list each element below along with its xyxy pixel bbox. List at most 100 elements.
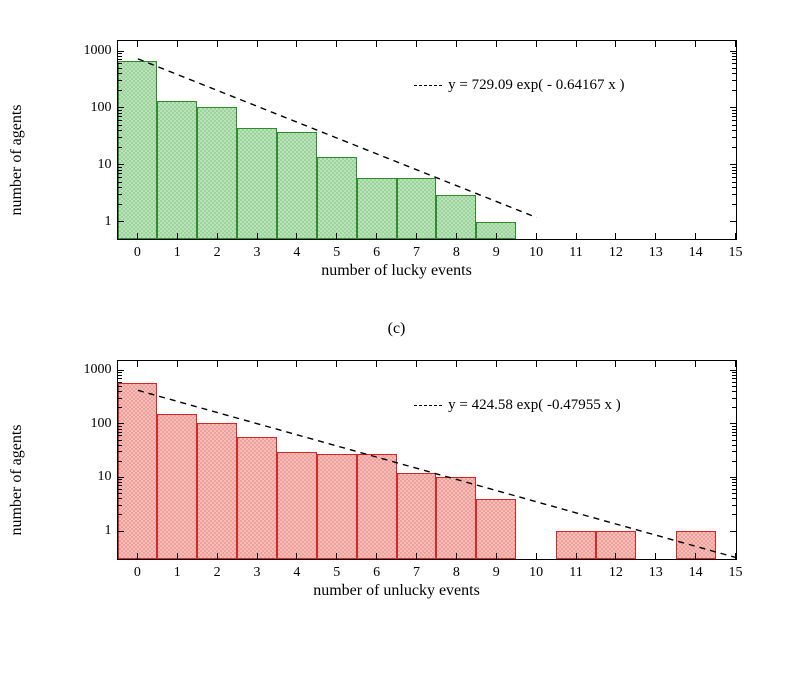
subfigure-caption: (c)	[20, 320, 773, 338]
y-axis-label: number of agents	[8, 424, 26, 535]
y-minor-tick	[732, 120, 736, 121]
x-tick-mark	[456, 233, 457, 239]
y-tick-label: 100	[91, 416, 118, 432]
x-tick-mark	[217, 233, 218, 239]
y-minor-tick	[118, 378, 122, 379]
x-tick-mark	[695, 361, 696, 367]
y-minor-tick	[732, 432, 736, 433]
y-tick-mark	[730, 51, 736, 52]
x-tick-mark	[735, 233, 736, 239]
x-tick-label: 7	[413, 239, 420, 261]
fit-equation: y = 729.09 exp( - 0.64167 x )	[448, 77, 624, 93]
y-tick-label: 1000	[84, 362, 118, 378]
y-minor-tick	[732, 167, 736, 168]
y-tick-label: 1	[105, 523, 118, 539]
legend-dash-icon	[414, 85, 442, 86]
y-minor-tick	[118, 137, 122, 138]
y-minor-tick	[118, 426, 122, 427]
y-tick-mark	[118, 164, 124, 165]
y-minor-tick	[118, 493, 122, 494]
x-tick-mark	[655, 553, 656, 559]
x-tick-mark	[615, 233, 616, 239]
y-tick-mark	[118, 221, 124, 222]
histogram-bar	[197, 107, 237, 239]
chart-lucky-events: number of agents y = 729.09 exp( - 0.641…	[47, 30, 747, 290]
y-minor-tick	[118, 372, 122, 373]
x-tick-mark	[257, 41, 258, 47]
y-tick-mark	[730, 221, 736, 222]
y-minor-tick	[732, 56, 736, 57]
histogram-bar	[436, 477, 476, 559]
y-minor-tick	[732, 372, 736, 373]
y-minor-tick	[732, 429, 736, 430]
y-minor-tick	[732, 68, 736, 69]
x-tick-mark	[217, 361, 218, 367]
x-tick-label: 0	[134, 239, 141, 261]
x-tick-mark	[735, 41, 736, 47]
x-tick-mark	[496, 553, 497, 559]
y-minor-tick	[732, 110, 736, 111]
x-tick-mark	[655, 361, 656, 367]
x-tick-label: 8	[453, 239, 460, 261]
y-minor-tick	[732, 493, 736, 494]
y-minor-tick	[118, 432, 122, 433]
y-minor-tick	[118, 187, 122, 188]
histogram-bar	[397, 473, 437, 559]
y-minor-tick	[732, 398, 736, 399]
plot-area: y = 729.09 exp( - 0.64167 x ) 1101001000…	[117, 40, 737, 240]
x-tick-mark	[416, 41, 417, 47]
y-minor-tick	[118, 485, 122, 486]
x-tick-mark	[137, 553, 138, 559]
x-tick-label: 0	[134, 559, 141, 581]
histogram-bar	[237, 128, 277, 239]
y-minor-tick	[118, 407, 122, 408]
y-minor-tick	[732, 482, 736, 483]
y-minor-tick	[732, 53, 736, 54]
y-minor-tick	[732, 435, 736, 436]
histogram-bar	[357, 178, 397, 239]
y-minor-tick	[118, 56, 122, 57]
y-minor-tick	[118, 80, 122, 81]
y-minor-tick	[118, 489, 122, 490]
x-tick-label: 11	[569, 239, 582, 261]
y-minor-tick	[118, 120, 122, 121]
x-tick-mark	[576, 553, 577, 559]
y-minor-tick	[732, 116, 736, 117]
x-tick-label: 12	[609, 559, 623, 581]
x-tick-mark	[137, 41, 138, 47]
x-tick-label: 1	[174, 559, 181, 581]
x-tick-mark	[177, 553, 178, 559]
x-tick-mark	[456, 553, 457, 559]
y-minor-tick	[732, 113, 736, 114]
y-minor-tick	[118, 440, 122, 441]
y-minor-tick	[118, 90, 122, 91]
x-tick-mark	[576, 361, 577, 367]
x-tick-mark	[536, 361, 537, 367]
y-minor-tick	[118, 130, 122, 131]
y-minor-tick	[118, 482, 122, 483]
figure: number of agents y = 729.09 exp( - 0.641…	[20, 30, 773, 610]
x-tick-label: 14	[689, 559, 703, 581]
y-minor-tick	[118, 177, 122, 178]
y-minor-tick	[732, 137, 736, 138]
y-minor-tick	[732, 485, 736, 486]
x-tick-label: 10	[529, 239, 543, 261]
x-tick-label: 11	[569, 559, 582, 581]
y-minor-tick	[732, 440, 736, 441]
x-tick-label: 4	[293, 559, 300, 581]
x-tick-mark	[177, 361, 178, 367]
x-tick-mark	[536, 41, 537, 47]
x-tick-mark	[217, 553, 218, 559]
y-minor-tick	[732, 125, 736, 126]
y-minor-tick	[732, 451, 736, 452]
x-tick-label: 10	[529, 559, 543, 581]
histogram-bar	[118, 61, 158, 239]
fit-legend: y = 729.09 exp( - 0.64167 x )	[414, 77, 624, 94]
y-tick-mark	[730, 531, 736, 532]
x-tick-mark	[336, 41, 337, 47]
x-tick-mark	[456, 361, 457, 367]
x-tick-label: 8	[453, 559, 460, 581]
fit-equation: y = 424.58 exp( -0.47955 x )	[448, 397, 621, 413]
y-minor-tick	[732, 194, 736, 195]
y-minor-tick	[118, 386, 122, 387]
